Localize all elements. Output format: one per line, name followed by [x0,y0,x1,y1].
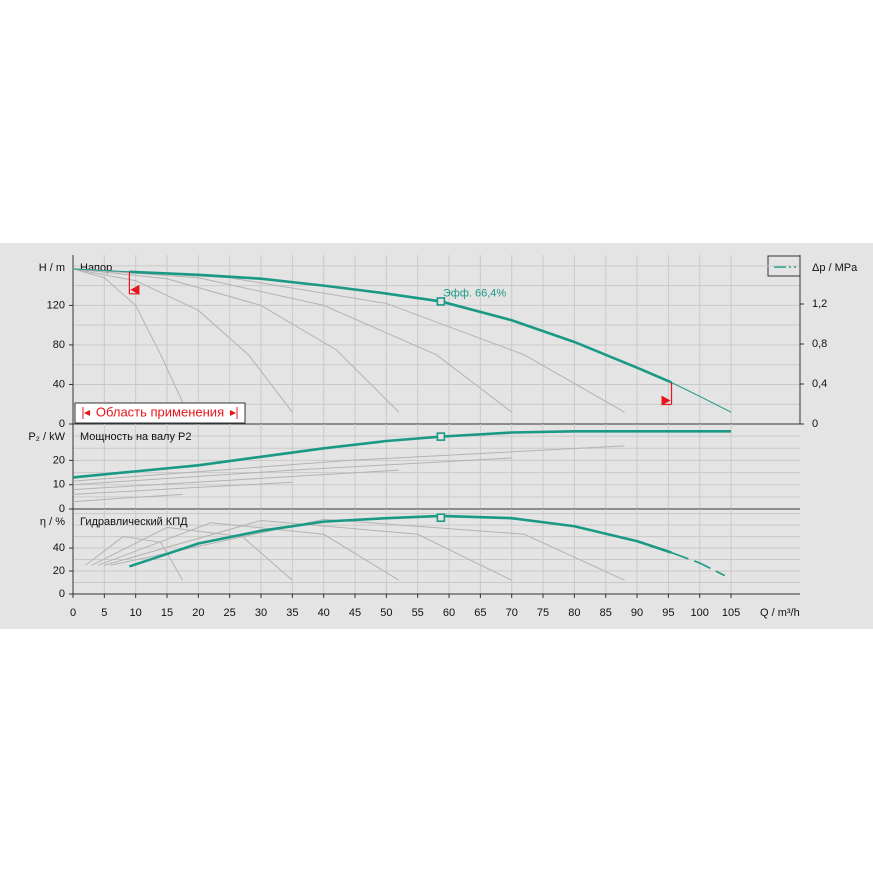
curve [72,429,732,479]
y2-tick-label: 1,2 [812,298,827,310]
range-arrow [130,284,140,295]
annotation: Эфф. 66,4% [443,287,507,299]
curve [97,522,400,581]
x-tick-label: 30 [255,607,267,619]
x-tick-label: 5 [101,607,107,619]
range-legend-arrow [84,410,90,416]
x-tick-label: 85 [600,607,612,619]
x-tick-label: 25 [224,607,236,619]
curve [72,469,399,491]
curve [671,551,726,577]
curve [72,268,293,413]
curve [104,519,512,581]
x-axis-label: Q / m³/h [760,607,800,619]
y-tick-label: 20 [53,454,65,466]
curve [128,514,672,568]
x-tick-label: 100 [691,607,709,619]
x-tick-label: 80 [568,607,580,619]
range-arrow [661,395,671,406]
curve [129,270,673,384]
curve [671,382,732,413]
curve [85,536,184,581]
y-axis-label: P₂ / kW [28,431,65,443]
x-tick-label: 15 [161,607,173,619]
duty-point [436,297,446,306]
y-tick-label: 120 [47,299,65,311]
duty-point [436,513,446,523]
x-tick-label: 65 [474,607,486,619]
x-tick-label: 75 [537,607,549,619]
x-tick-label: 50 [380,607,392,619]
y-tick-label: 10 [53,479,65,491]
y-axis-label: H / m [39,262,65,274]
y2-tick-label: 0 [812,418,818,430]
y-tick-label: 40 [53,542,65,554]
curve [72,481,293,495]
y-tick-label: 40 [53,378,65,390]
y-tick-label: 0 [59,588,65,600]
x-tick-label: 105 [722,607,740,619]
y-axis-label: η / % [40,516,65,528]
y-tick-label: 80 [53,339,65,351]
curve [72,445,625,482]
x-tick-label: 90 [631,607,643,619]
curve [72,457,512,486]
curve [72,268,513,413]
y2-axis-label: Δp / MPa [812,262,858,274]
curve [72,268,400,413]
y-tick-label: 20 [53,565,65,577]
x-tick-label: 20 [192,607,204,619]
curve [91,526,293,581]
x-tick-label: 60 [443,607,455,619]
range-legend-label: Область применения [96,404,224,419]
range-legend-arrow [230,410,236,416]
curve [72,268,130,273]
x-tick-label: 40 [318,607,330,619]
panel-title: Мощность на валу P2 [80,431,192,443]
range-legend-box [74,402,246,424]
curve [72,268,184,403]
panel-title: Гидравлический КПД [80,516,188,528]
duty-point [436,432,446,441]
y2-tick-label: 0,4 [812,378,827,390]
curve [72,493,183,503]
y-tick-label: 0 [59,503,65,515]
x-tick-label: 70 [506,607,518,619]
x-tick-label: 45 [349,607,361,619]
x-tick-label: 55 [412,607,424,619]
y2-tick-label: 0,8 [812,338,827,350]
x-tick-label: 95 [662,607,674,619]
x-tick-label: 10 [130,607,142,619]
x-tick-label: 0 [70,607,76,619]
y-tick-label: 0 [59,418,65,430]
curve [110,518,625,581]
x-tick-label: 35 [286,607,298,619]
